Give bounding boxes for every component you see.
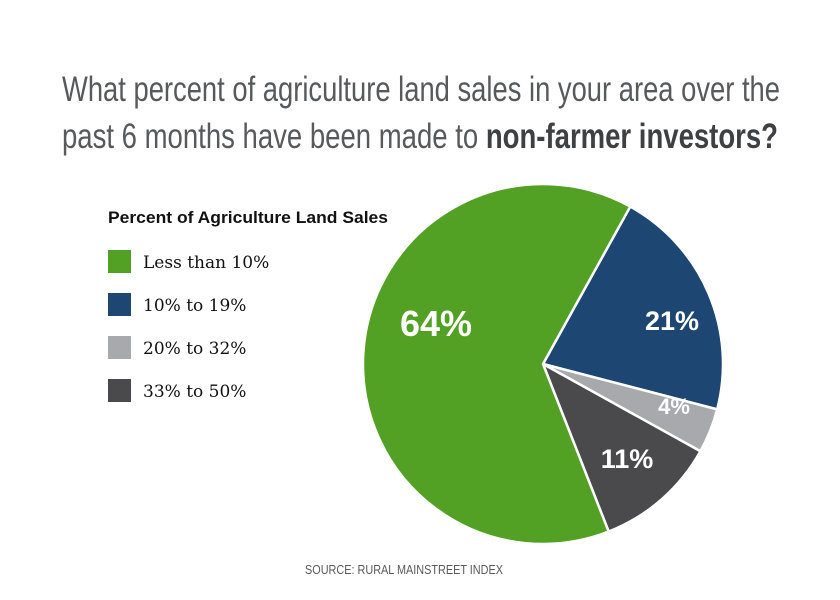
source-note: SOURCE: RURAL MAINSTREET INDEX	[305, 563, 504, 577]
pie-slice	[541, 362, 702, 533]
legend-label: 10% to 19%	[143, 296, 246, 316]
legend-label: 33% to 50%	[143, 382, 246, 402]
title-regular: past 6 months have been made to	[62, 117, 486, 156]
legend-title: Percent of Agriculture Land Sales	[108, 208, 388, 227]
slice-label: 4%	[658, 394, 690, 419]
legend-swatch	[108, 379, 131, 402]
slice-label: 64%	[400, 303, 472, 344]
chart-title-line-1: What percent of agriculture land sales i…	[62, 70, 780, 109]
legend-swatch	[108, 336, 131, 359]
legend-label: 20% to 32%	[143, 339, 246, 359]
slice-label: 21%	[645, 306, 699, 336]
title-bold: non-farmer investors?	[486, 117, 778, 156]
pie-slice	[361, 182, 632, 546]
legend-swatch	[108, 250, 131, 273]
pie-slice	[541, 205, 725, 411]
chart-title-line-2: past 6 months have been made to non-farm…	[62, 117, 778, 156]
slice-label: 11%	[601, 444, 654, 474]
legend-swatch	[108, 293, 131, 316]
legend-label: Less than 10%	[143, 253, 269, 273]
legend: Less than 10% 10% to 19% 20% to 32% 33% to …	[108, 250, 269, 402]
pie	[361, 182, 725, 546]
pie-labels: 21% 4%11% 64%	[400, 303, 699, 474]
